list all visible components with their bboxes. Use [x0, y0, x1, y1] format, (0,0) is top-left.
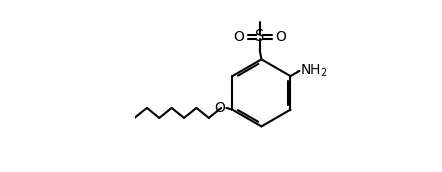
- Text: S: S: [255, 29, 264, 45]
- Text: O: O: [214, 101, 225, 115]
- Text: O: O: [276, 30, 286, 44]
- Text: NH$_2$: NH$_2$: [300, 63, 328, 79]
- Text: O: O: [233, 30, 244, 44]
